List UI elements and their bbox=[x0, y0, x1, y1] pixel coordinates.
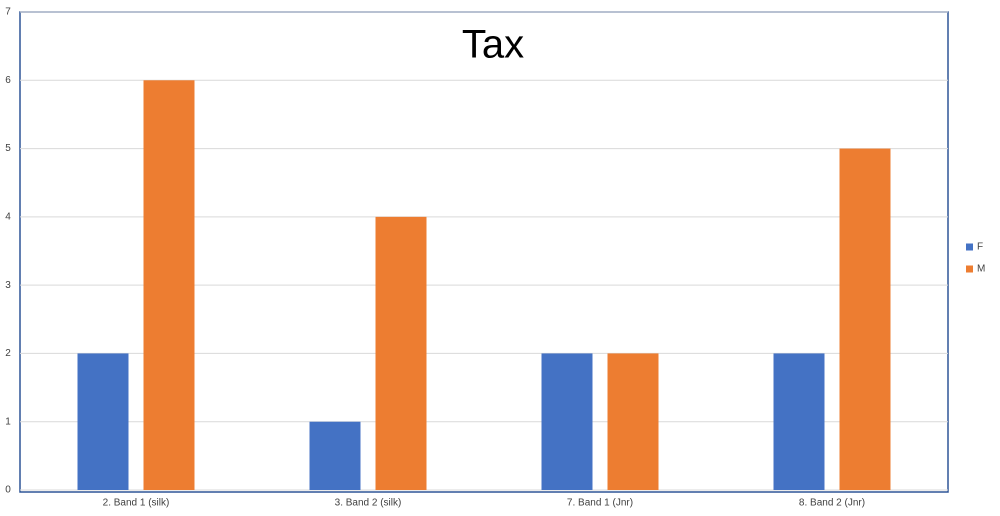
chart-title: Tax bbox=[462, 23, 524, 67]
legend-label: M bbox=[977, 264, 985, 275]
legend-swatch bbox=[966, 265, 973, 273]
bar bbox=[839, 148, 891, 491]
y-tick-label: 3 bbox=[5, 280, 11, 291]
bar bbox=[541, 353, 593, 490]
bar bbox=[309, 421, 361, 490]
bar bbox=[773, 353, 825, 490]
x-tick-label: 7. Band 1 (Jnr) bbox=[567, 498, 633, 509]
legend-label: F bbox=[977, 242, 983, 253]
y-tick-label: 1 bbox=[5, 416, 11, 427]
x-tick-label: 2. Band 1 (silk) bbox=[103, 498, 170, 509]
y-tick-label: 7 bbox=[5, 7, 11, 18]
x-tick-label: 8. Band 2 (Jnr) bbox=[799, 498, 865, 509]
bar bbox=[607, 353, 659, 490]
y-tick-label: 6 bbox=[5, 75, 11, 86]
y-tick-label: 4 bbox=[5, 211, 11, 222]
bar bbox=[143, 80, 195, 491]
y-tick-label: 2 bbox=[5, 348, 11, 359]
y-tick-label: 5 bbox=[5, 143, 11, 154]
y-tick-label: 0 bbox=[5, 485, 11, 496]
legend-swatch bbox=[966, 243, 973, 251]
bar bbox=[375, 216, 427, 490]
x-tick-label: 3. Band 2 (silk) bbox=[335, 498, 402, 509]
bar bbox=[77, 353, 129, 490]
